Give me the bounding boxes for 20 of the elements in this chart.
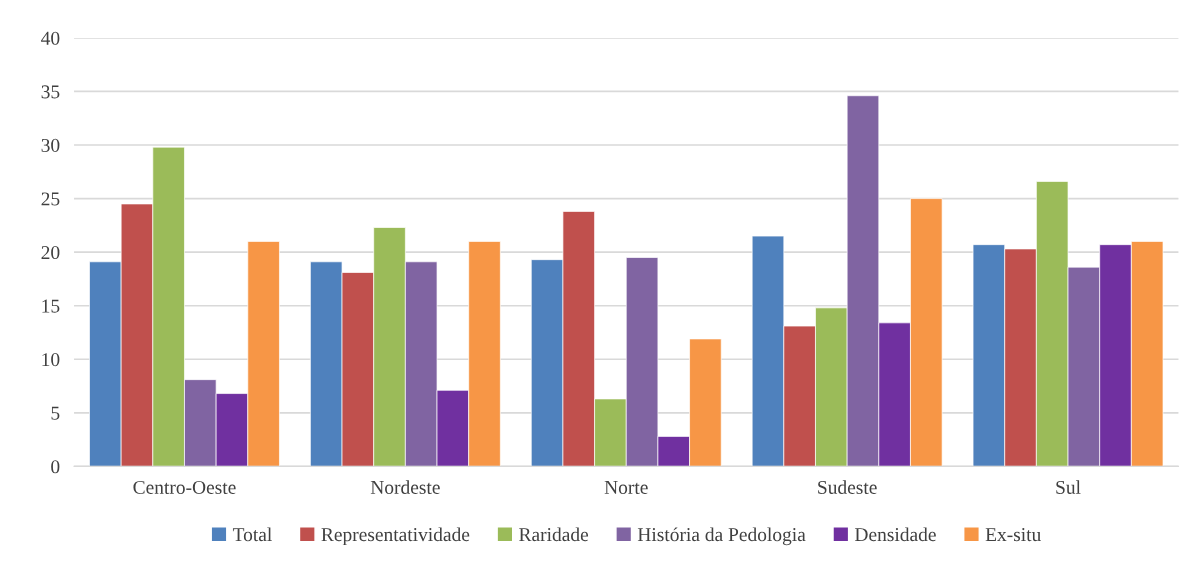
y-tick-label: 15: [42, 299, 60, 313]
x-tick-label: Sul: [1056, 480, 1081, 494]
y-tick-label: 0: [51, 460, 60, 474]
y-tick-label: 40: [41, 31, 60, 45]
x-tick-label: Centro-Oeste: [133, 480, 236, 494]
legend-label: Densidade: [854, 527, 936, 542]
legend-label: Total: [232, 527, 272, 542]
x-tick-label: Sudeste: [818, 480, 877, 494]
legend-label: Representatividade: [321, 527, 470, 546]
x-tick-label: Norte: [604, 481, 648, 494]
y-tick-label: 35: [41, 85, 60, 99]
y-tick-label: 30: [41, 138, 60, 152]
legend-label: Raridade: [519, 527, 589, 542]
y-tick-label: 20: [41, 245, 60, 260]
y-tick-label: 10: [42, 353, 60, 367]
y-tick-label: 5: [51, 406, 60, 420]
legend-label: Ex-situ: [985, 528, 1041, 542]
y-tick-label: 25: [41, 192, 60, 206]
legend-label: História da Pedologia: [637, 527, 806, 546]
x-tick-label: Nordeste: [370, 480, 440, 494]
